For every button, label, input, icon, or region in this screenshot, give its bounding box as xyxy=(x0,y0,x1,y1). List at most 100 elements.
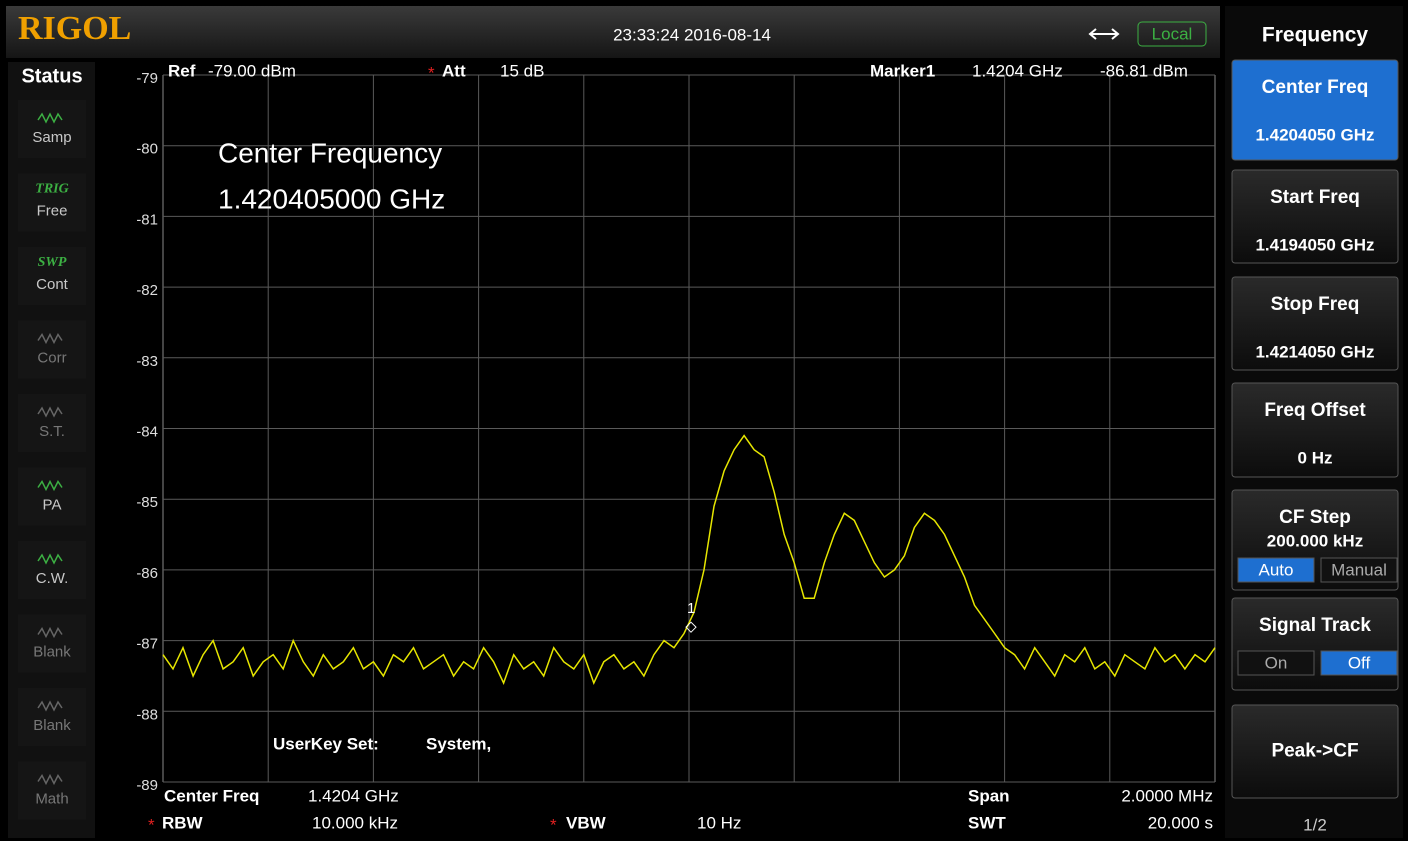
softkey-value: 1.4204050 GHz xyxy=(1255,125,1374,144)
annotation: 1.420405000 GHz xyxy=(218,183,445,214)
status-icon xyxy=(37,773,63,786)
status-title: Status xyxy=(21,65,82,87)
vbw-label: VBW xyxy=(566,813,607,832)
status-label: Free xyxy=(37,202,68,219)
brand: RIGOL xyxy=(18,10,131,47)
softkey-label: Stop Freq xyxy=(1271,294,1360,315)
y-tick-label: -85 xyxy=(136,494,158,511)
softkey-label: Peak->CF xyxy=(1271,741,1358,762)
softkey-option-label: On xyxy=(1265,653,1288,672)
softkey[interactable] xyxy=(1231,276,1399,371)
status-icon xyxy=(37,406,63,418)
userkey-value: System, xyxy=(426,734,491,753)
softkey-option[interactable] xyxy=(1320,650,1398,676)
center-label: Center Freq xyxy=(164,786,259,805)
softkey-label: CF Step xyxy=(1279,507,1351,528)
status-label: C.W. xyxy=(36,570,69,587)
y-tick-label: -87 xyxy=(136,636,158,653)
status-label: Cont xyxy=(36,276,69,293)
rbw-value: 10.000 kHz xyxy=(312,813,398,832)
y-tick-label: -83 xyxy=(136,353,158,370)
marker-freq: 1.4204 GHz xyxy=(972,61,1063,80)
status-label: PA xyxy=(43,496,62,513)
att-value: 15 dB xyxy=(500,61,544,80)
status-label: Math xyxy=(35,790,68,807)
status-tile xyxy=(18,394,86,452)
marker xyxy=(685,621,697,633)
softkey-value: 1.4214050 GHz xyxy=(1255,342,1374,361)
y-tick-label: -89 xyxy=(136,777,158,794)
softkey[interactable] xyxy=(1231,382,1399,478)
status-label: Blank xyxy=(33,643,71,660)
status-tile xyxy=(18,761,86,820)
status-tile xyxy=(18,100,86,158)
y-tick-label: -79 xyxy=(136,70,158,87)
att-flag: * xyxy=(428,63,435,82)
span-value: 2.0000 MHz xyxy=(1121,786,1213,805)
status-icon xyxy=(37,626,63,639)
vbw-value: 10 Hz xyxy=(697,813,741,832)
status-tag: SWP xyxy=(38,255,67,270)
marker-number: 1 xyxy=(687,600,695,617)
status-icon xyxy=(37,479,63,492)
status-icon xyxy=(37,112,63,124)
status-tag: TRIG xyxy=(35,182,68,197)
softkeys: Center Freq 1.4204050 GHz Start Freq 1.4194… xyxy=(1231,59,1399,799)
datetime: 23:33:24 2016-08-14 xyxy=(613,25,771,44)
swt-value: 20.000 s xyxy=(1148,813,1213,832)
menu-title: Frequency xyxy=(1262,24,1369,47)
userkey-label: UserKey Set: xyxy=(273,734,379,753)
status-tile xyxy=(18,688,86,746)
header-bar xyxy=(6,6,1220,58)
softkey[interactable] xyxy=(1231,169,1399,264)
ref-label: Ref xyxy=(168,61,196,80)
menu-page: 1/2 xyxy=(1303,815,1327,834)
annotation: Center Frequency xyxy=(218,137,442,168)
y-tick-label: -82 xyxy=(136,282,158,299)
softkey-label: Start Freq xyxy=(1270,187,1360,208)
marker-name: Marker1 xyxy=(870,61,935,80)
status-tile xyxy=(18,247,86,305)
remote-state: Local xyxy=(1152,24,1193,43)
softkey[interactable] xyxy=(1231,597,1399,691)
softkey-label: Center Freq xyxy=(1262,77,1369,98)
status-icon xyxy=(37,332,63,345)
softkey-label: Freq Offset xyxy=(1264,400,1366,421)
status-tile xyxy=(18,614,86,673)
rbw-flag: * xyxy=(148,815,155,834)
trace xyxy=(162,434,1216,685)
softkey[interactable] xyxy=(1231,59,1399,161)
softkey-option-label: Manual xyxy=(1331,560,1387,579)
softkey-option-label: Auto xyxy=(1259,560,1294,579)
softkey-value: 0 Hz xyxy=(1298,448,1333,467)
softkey-option[interactable] xyxy=(1237,557,1315,583)
plot: -79 -80 -81 -82 -83 -84 -85 -86 -87 -88 -89 1 xyxy=(136,70,1216,794)
status-tile xyxy=(18,467,86,526)
vbw-flag: * xyxy=(550,815,557,834)
softkey-option[interactable] xyxy=(1320,557,1398,583)
att-label: Att xyxy=(442,61,466,80)
softkey-value: 200.000 kHz xyxy=(1267,531,1363,550)
ref-value: -79.00 dBm xyxy=(208,61,296,80)
status-items: Samp TRIG Free SWP Cont Corr S.T. PA C.W. Blank Bl… xyxy=(18,100,86,820)
softkey-option[interactable] xyxy=(1237,650,1315,676)
status-tile xyxy=(18,320,86,379)
softkey[interactable] xyxy=(1231,704,1399,799)
marker-level: -86.81 dBm xyxy=(1100,61,1188,80)
y-tick-label: -84 xyxy=(136,423,158,440)
rbw-label: RBW xyxy=(162,813,204,832)
y-tick-label: -81 xyxy=(136,211,158,228)
status-tile xyxy=(18,173,86,232)
softkey-option-label: Off xyxy=(1348,653,1371,672)
softkey-label: Signal Track xyxy=(1259,615,1371,636)
span-label: Span xyxy=(968,786,1010,805)
y-tick-label: -86 xyxy=(136,565,158,582)
status-icon xyxy=(37,553,63,565)
status-label: Samp xyxy=(32,129,71,146)
status-icon xyxy=(37,700,63,712)
status-tile xyxy=(18,541,86,599)
swt-label: SWT xyxy=(968,813,1006,832)
softkey-value: 1.4194050 GHz xyxy=(1255,235,1374,254)
